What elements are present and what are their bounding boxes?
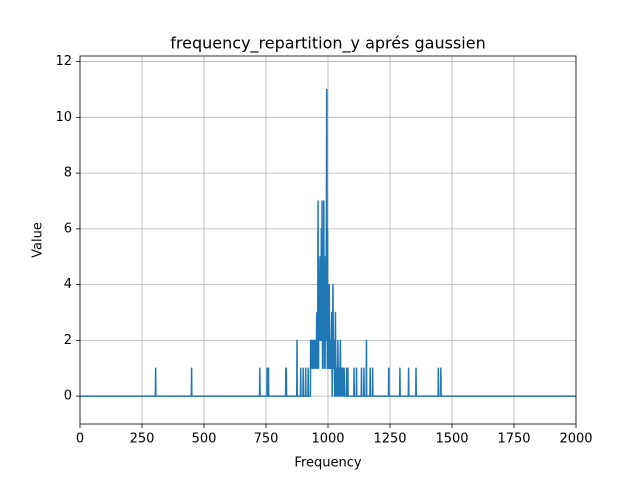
x-tick-label: 0 — [76, 432, 84, 447]
y-tick-label: 10 — [55, 110, 72, 125]
x-tick-label: 1250 — [373, 432, 406, 447]
plot-frame — [79, 55, 577, 425]
x-tick-label: 2000 — [559, 432, 592, 447]
x-tick-label: 250 — [130, 432, 155, 447]
y-tick-label: 12 — [55, 54, 72, 69]
chart-title: frequency_repartition_y aprés gaussien — [170, 34, 485, 54]
y-tick-label: 2 — [64, 333, 72, 348]
x-tick-label: 750 — [254, 432, 279, 447]
data-line — [80, 88, 576, 397]
x-tick-label: 1000 — [311, 432, 344, 447]
y-axis-label: Value — [31, 222, 46, 258]
y-tick-label: 8 — [64, 166, 72, 181]
x-tick-label: 1750 — [497, 432, 530, 447]
y-tick-label: 4 — [64, 277, 72, 292]
x-tick-label: 500 — [192, 432, 217, 447]
x-axis-label: Frequency — [294, 456, 361, 471]
y-tick-label: 6 — [64, 221, 72, 236]
x-tick-label: 1500 — [435, 432, 468, 447]
y-tick-label: 0 — [64, 389, 72, 404]
